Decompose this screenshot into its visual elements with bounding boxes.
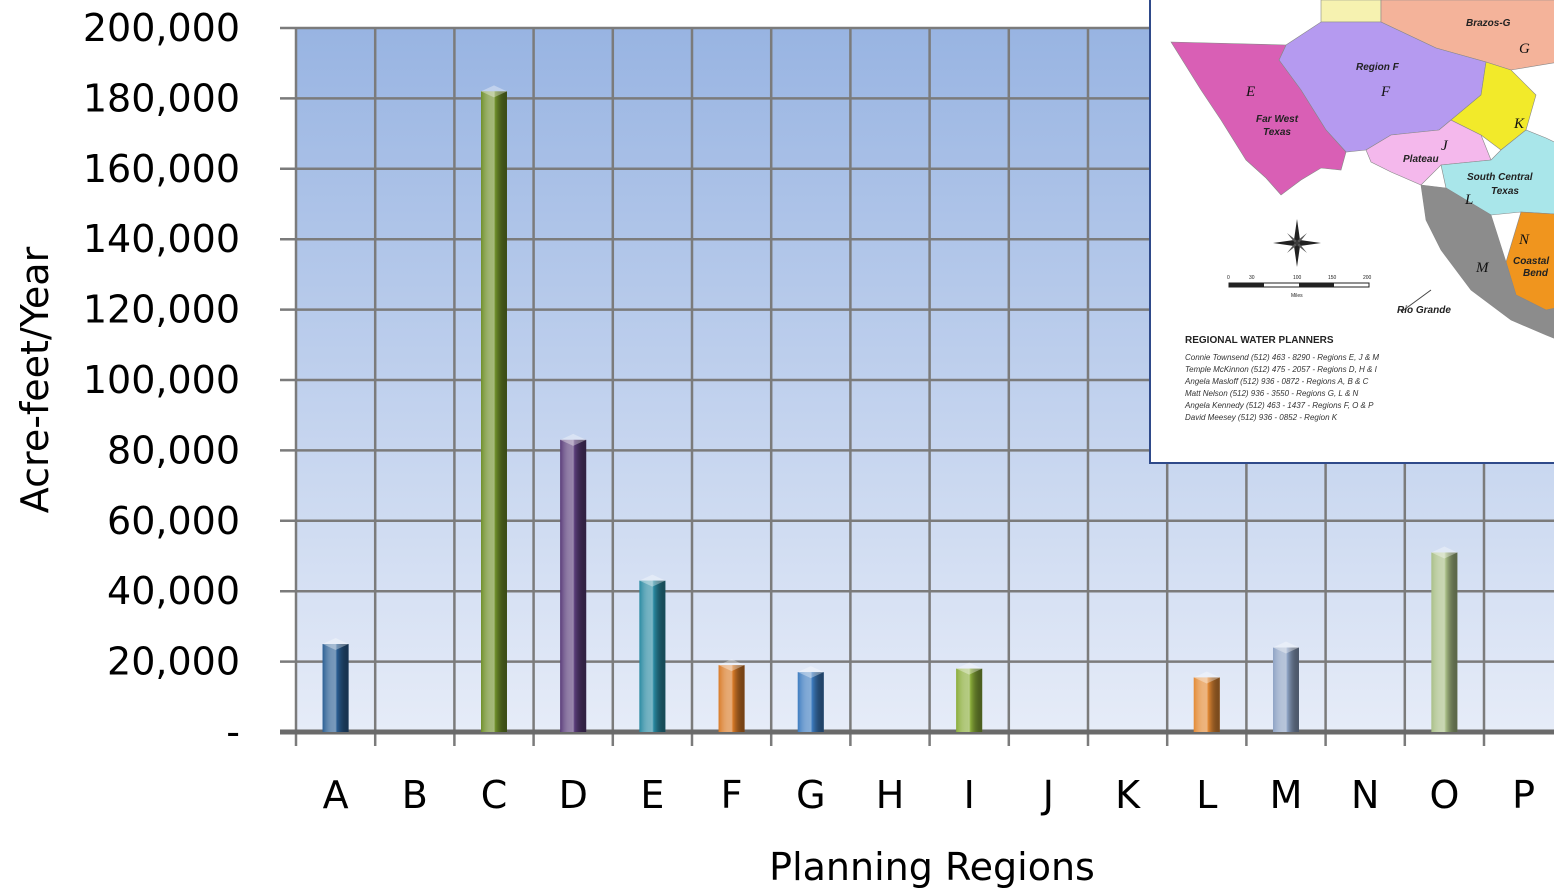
bar-cap <box>481 85 507 98</box>
map-label-e: E <box>1245 84 1255 100</box>
planner-entry: David Meesey (512) 936 - 0852 - Region K <box>1185 413 1338 422</box>
x-category-label: K <box>1115 773 1141 817</box>
map-label-south-central-2: Texas <box>1491 186 1519 197</box>
map-label-rio-grande: Rio Grande <box>1397 305 1451 316</box>
y-tick-labels: - 20,000 40,000 60,000 80,000 100,000 120,000 1… <box>83 6 240 754</box>
x-category-label: I <box>964 773 975 817</box>
y-tick-label: 40,000 <box>107 569 240 613</box>
x-axis-title: Planning Regions <box>769 845 1095 889</box>
planner-entry: Connie Townsend (512) 463 - 8290 - Regio… <box>1185 353 1380 362</box>
x-category-label: O <box>1429 773 1459 817</box>
map-label-k: K <box>1513 116 1525 132</box>
bar-shading <box>718 665 745 732</box>
bar-cap <box>639 574 666 587</box>
y-tick-label: 80,000 <box>107 428 240 472</box>
scale-label-0: 0 <box>1227 275 1230 281</box>
map-label-far-west-1: Far West <box>1256 114 1299 125</box>
regional-water-planners: REGIONAL WATER PLANNERS Connie Townsend … <box>1185 335 1515 424</box>
x-category-label: F <box>721 773 743 817</box>
x-category-label: J <box>1041 773 1054 817</box>
planner-entry: Angela Kennedy (512) 463 - 1437 - Region… <box>1185 401 1374 410</box>
map-label-region-f: Region F <box>1356 62 1400 73</box>
bar-cap <box>718 659 745 672</box>
bar-cap <box>322 638 349 650</box>
bar-cap <box>956 662 983 675</box>
map-label-l: L <box>1464 192 1473 208</box>
bar-shading <box>956 668 983 732</box>
y-tick-label: 140,000 <box>83 217 240 261</box>
texas-regions-map-inset: Brazos-G G Region F F E Far West Texas J… <box>1149 0 1554 464</box>
map-label-n: N <box>1518 232 1530 248</box>
y-tick-label: 20,000 <box>107 640 240 684</box>
y-tick-label: - <box>226 710 240 754</box>
scale-unit: Miles <box>1291 293 1303 299</box>
scale-bar: 0 30 100 150 200 Miles <box>1227 275 1372 299</box>
bar-shading <box>481 91 507 733</box>
y-tick-label: 120,000 <box>83 288 240 332</box>
x-category-label: L <box>1196 773 1217 817</box>
map-label-south-central-1: South Central <box>1467 172 1533 183</box>
scale-label-150: 150 <box>1328 275 1337 281</box>
planners-title: REGIONAL WATER PLANNERS <box>1185 335 1334 346</box>
x-category-label: E <box>640 773 664 817</box>
bar-cap <box>560 433 587 446</box>
bar-shading <box>1431 552 1458 732</box>
bar-shading <box>322 644 349 732</box>
y-tick-label: 60,000 <box>107 499 240 543</box>
map-far-west-region <box>1170 41 1347 196</box>
map-south-central-region <box>1440 129 1554 216</box>
planner-entry: Angela Masloff (512) 936 - 0872 - Region… <box>1185 377 1369 386</box>
bar-cap <box>797 666 824 679</box>
scale-label-200: 200 <box>1363 275 1372 281</box>
y-tick-label: 160,000 <box>83 147 240 191</box>
x-category-label: C <box>481 773 508 817</box>
bar-shading <box>1273 647 1299 732</box>
x-category-label: N <box>1351 773 1379 817</box>
bar-shading <box>1193 677 1220 732</box>
y-tick-label: 100,000 <box>83 358 240 402</box>
x-category-label: M <box>1270 773 1303 817</box>
x-category-label: A <box>323 773 349 817</box>
compass-rose-icon <box>1273 219 1321 267</box>
bar-shading <box>560 439 587 732</box>
bar-shading <box>639 580 666 732</box>
map-label-far-west-2: Texas <box>1263 127 1291 138</box>
map-label-coastal-1: Coastal <box>1513 256 1549 267</box>
x-category-label: P <box>1512 773 1535 817</box>
map-rio-grande-region <box>1420 184 1554 339</box>
x-category-label: G <box>796 773 825 817</box>
planner-entry: Temple McKinnon (512) 475 - 2057 - Regio… <box>1185 365 1377 374</box>
map-label-plateau: Plateau <box>1403 154 1439 165</box>
map-panhandle-region <box>1320 0 1382 23</box>
y-tick-label: 180,000 <box>83 76 240 120</box>
x-category-label: B <box>402 773 428 817</box>
x-category-label: H <box>876 773 905 817</box>
map-label-j: J <box>1441 138 1449 154</box>
bar-cap <box>1273 641 1299 654</box>
y-axis-title: Acre-feet/Year <box>13 246 57 513</box>
bar-cap <box>1193 671 1220 684</box>
bar-cap <box>1431 546 1458 559</box>
x-category-label: D <box>559 773 588 817</box>
scale-label-100: 100 <box>1293 275 1302 281</box>
x-category-labels: A B C D E F G H I J K L M N O P <box>323 773 1535 817</box>
map-label-coastal-2: Bend <box>1523 268 1549 279</box>
map-label-brazos: Brazos-G <box>1466 18 1511 29</box>
y-tick-label: 200,000 <box>83 6 240 50</box>
scale-label-30: 30 <box>1249 275 1255 281</box>
bar-shading <box>797 672 824 732</box>
map-label-g: G <box>1519 41 1530 57</box>
planner-entry: Matt Nelson (512) 936 - 3550 - Regions G… <box>1185 389 1359 398</box>
map-label-m: M <box>1475 260 1490 276</box>
texas-map: Brazos-G G Region F F E Far West Texas J… <box>1170 0 1554 339</box>
map-label-f: F <box>1380 84 1391 100</box>
bars <box>322 85 1458 733</box>
